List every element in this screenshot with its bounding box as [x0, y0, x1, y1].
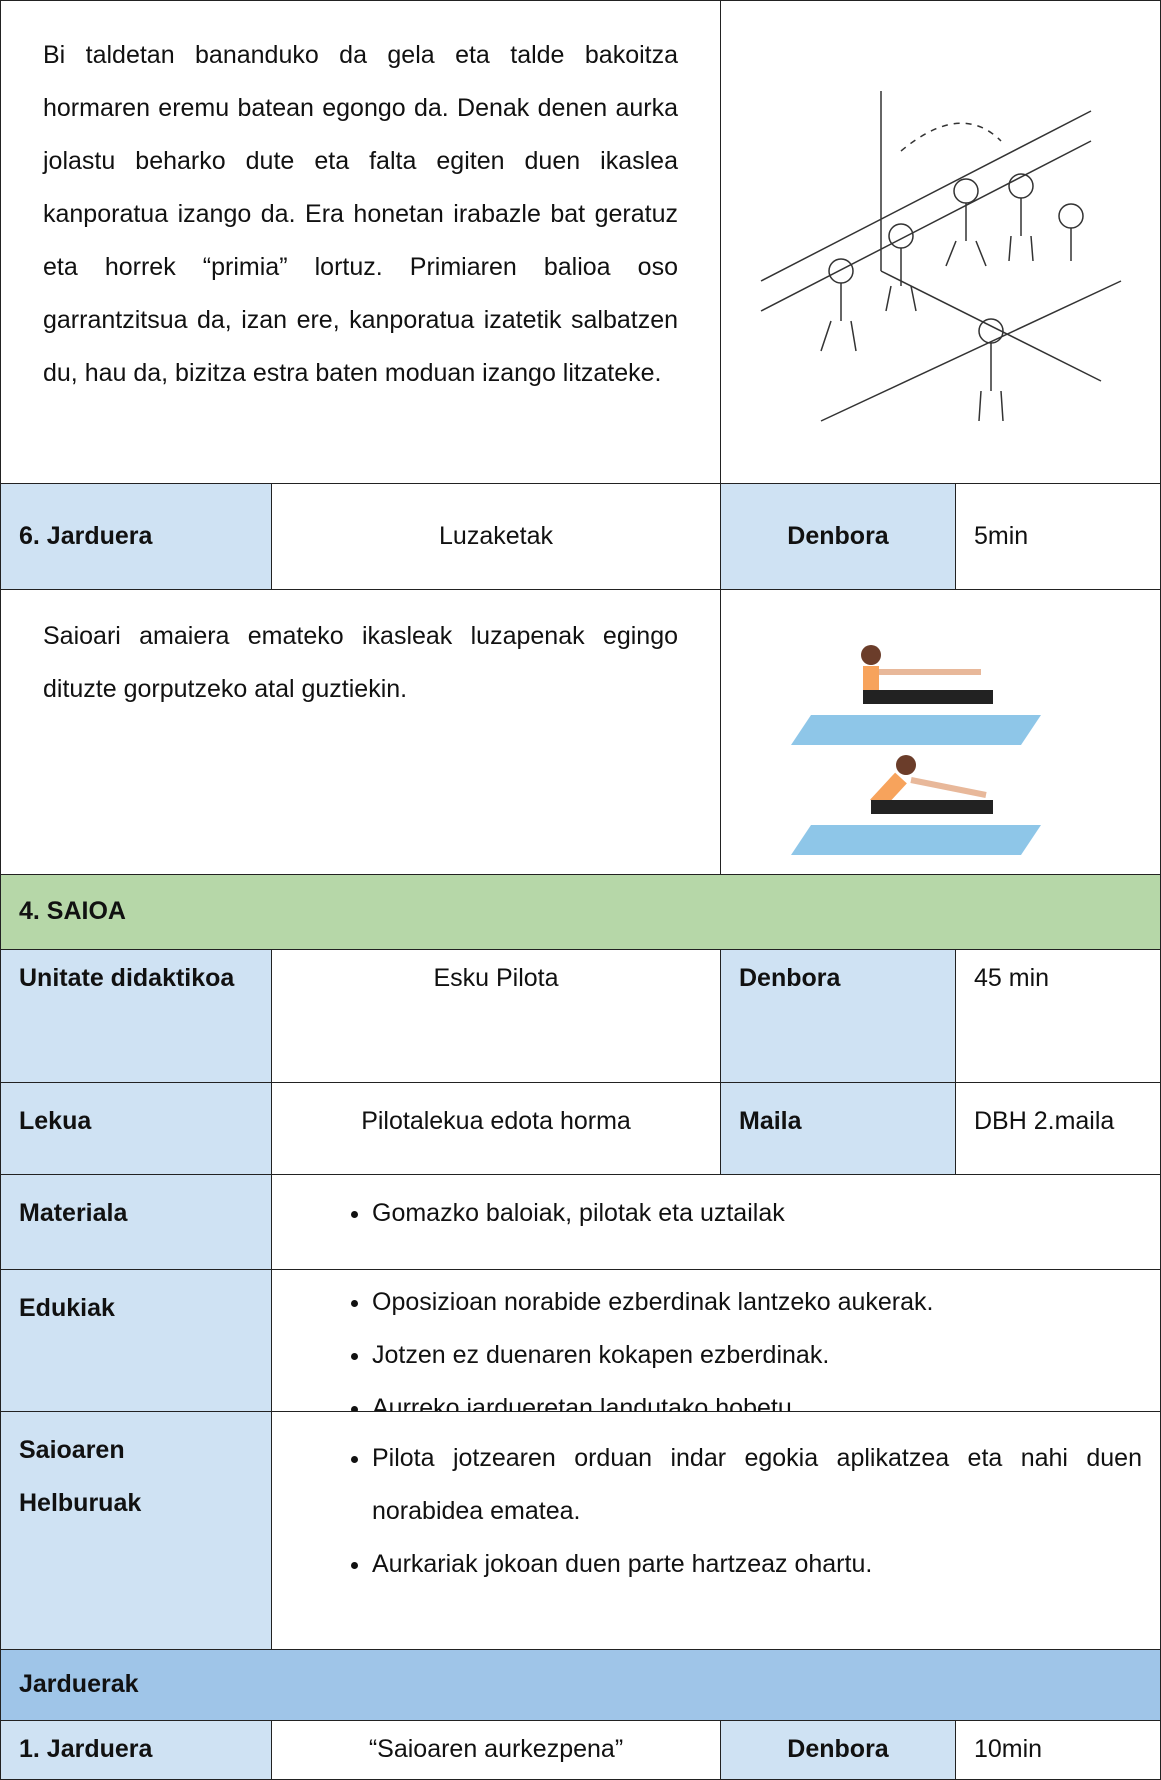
- label-cell: Materiala: [0, 1174, 272, 1270]
- cell: Pilotalekua edota horma: [271, 1082, 721, 1175]
- label-cell: 6. Jarduera: [0, 483, 272, 590]
- cell: Esku Pilota: [271, 949, 721, 1083]
- list-item: Gomazko baloiak, pilotak eta uztailak: [372, 1187, 1142, 1240]
- list-item: Pilota jotzearen orduan indar egokia apl…: [372, 1432, 1142, 1538]
- image-cell: [720, 589, 1161, 875]
- label-cell: Denbora: [720, 1720, 956, 1780]
- goals-label: Saioaren Helburuak: [19, 1436, 142, 1517]
- cell: 45 min: [955, 949, 1161, 1083]
- list-item: Oposizioan norabide ezberdinak lantzeko …: [372, 1276, 1142, 1329]
- list: Oposizioan norabide ezberdinak lantzeko …: [290, 1276, 1142, 1411]
- cell: DBH 2.maila: [955, 1082, 1161, 1175]
- cell: Oposizioan norabide ezberdinak lantzeko …: [271, 1269, 1161, 1412]
- materials-label: Materiala: [19, 1199, 128, 1227]
- cell: “Saioaren aurkezpena”: [271, 1720, 721, 1780]
- label-cell: Edukiak: [0, 1269, 272, 1412]
- label-cell: Denbora: [720, 483, 956, 590]
- text-cell: Bi taldetan bananduko da gela eta talde …: [0, 0, 721, 484]
- section-header: Jarduerak: [0, 1649, 1161, 1721]
- time-label: Denbora: [787, 522, 889, 550]
- time-label: Denbora: [739, 964, 841, 992]
- label-cell: Denbora: [720, 949, 956, 1083]
- list: Pilota jotzearen orduan indar egokia apl…: [290, 1432, 1142, 1591]
- text-cell: Saioari amaiera emateko ikasleak luzapen…: [0, 589, 721, 875]
- list-item: Aurkariak jokoan duen parte hartzeaz oha…: [372, 1538, 1142, 1591]
- level-value: DBH 2.maila: [974, 1107, 1115, 1135]
- paragraph: Saioari amaiera emateko ikasleak luzapen…: [43, 622, 678, 703]
- time-value: 5min: [974, 522, 1029, 550]
- label-cell: Unitate didaktikoa: [0, 949, 272, 1083]
- cell: Pilota jotzearen orduan indar egokia apl…: [271, 1411, 1161, 1650]
- list-item: Aurreko jardueretan landutako hobetu.: [372, 1382, 1142, 1411]
- activity-name: “Saioaren aurkezpena”: [368, 1735, 624, 1763]
- list-item: Jotzen ez duenaren kokapen ezberdinak.: [372, 1329, 1142, 1382]
- label-cell: Maila: [720, 1082, 956, 1175]
- section-header: 4. SAIOA: [0, 874, 1161, 950]
- paragraph: Bi taldetan bananduko da gela eta talde …: [43, 41, 678, 387]
- cell: 10min: [955, 1720, 1161, 1780]
- illustration-wall-game: [760, 91, 1122, 422]
- activity-label: 6. Jarduera: [19, 522, 153, 550]
- time-value: 45 min: [974, 964, 1050, 992]
- cell: Luzaketak: [271, 483, 721, 590]
- contents-label: Edukiak: [19, 1294, 115, 1322]
- activity-label: 1. Jarduera: [19, 1735, 153, 1763]
- cell: Gomazko baloiak, pilotak eta uztailak: [271, 1174, 1161, 1270]
- section-title: 4. SAIOA: [19, 897, 126, 925]
- label-cell: 1. Jarduera: [0, 1720, 272, 1780]
- illustration-stretch: [791, 645, 1041, 855]
- cell: 5min: [955, 483, 1161, 590]
- image-cell: [720, 0, 1161, 484]
- section-title: Jarduerak: [19, 1670, 139, 1698]
- time-value: 10min: [974, 1735, 1043, 1763]
- unit-label: Unitate didaktikoa: [19, 964, 235, 992]
- label-cell: Saioaren Helburuak: [0, 1411, 272, 1650]
- activity-name: Luzaketak: [439, 522, 553, 550]
- label-cell: Lekua: [0, 1082, 272, 1175]
- level-label: Maila: [739, 1107, 802, 1135]
- time-label: Denbora: [787, 1735, 889, 1763]
- place-value: Pilotalekua edota horma: [361, 1107, 631, 1135]
- unit-value: Esku Pilota: [433, 964, 559, 992]
- place-label: Lekua: [19, 1107, 92, 1135]
- list: Gomazko baloiak, pilotak eta uztailak: [290, 1187, 1142, 1240]
